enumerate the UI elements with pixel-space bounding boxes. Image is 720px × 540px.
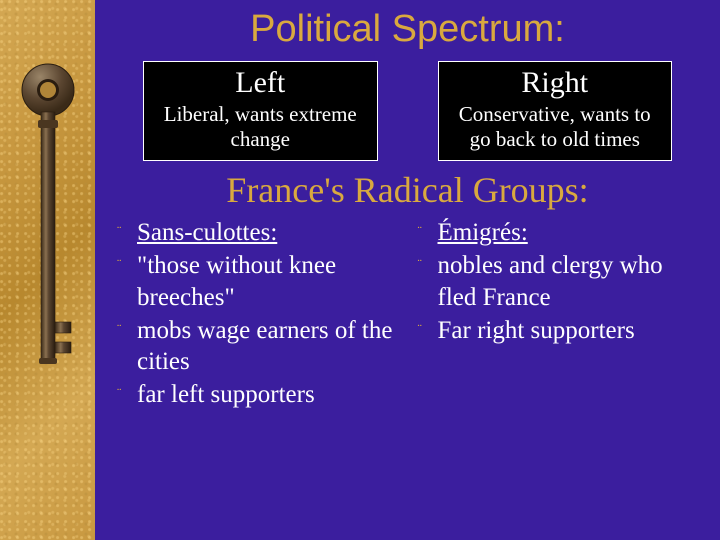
key-icon xyxy=(20,60,76,400)
bullet-glyph: ¨ xyxy=(117,315,137,337)
box-right-title: Right xyxy=(451,66,660,100)
bullet-glyph: ¨ xyxy=(117,379,137,401)
bullet-text: Émigrés: xyxy=(438,217,699,248)
bullet-glyph: ¨ xyxy=(418,217,438,239)
bullet-glyph: ¨ xyxy=(117,250,137,272)
bullet-text: Far right supporters xyxy=(438,315,699,346)
bullet-text: far left supporters xyxy=(137,379,398,410)
bullet-text: Sans-culottes: xyxy=(137,217,398,248)
column-left: ¨Sans-culottes:¨"those without knee bree… xyxy=(117,217,398,413)
slide-main: Political Spectrum: Left Liberal, wants … xyxy=(95,0,720,540)
slide-subtitle: France's Radical Groups: xyxy=(113,169,702,211)
box-right: Right Conservative, wants to go back to … xyxy=(438,61,673,161)
sidebar-texture xyxy=(0,0,95,540)
column-right: ¨Émigrés:¨nobles and clergy who fled Fra… xyxy=(418,217,699,413)
bullet-row: ¨"those without knee breeches" xyxy=(117,250,398,313)
bullet-glyph: ¨ xyxy=(418,250,438,272)
box-left-title: Left xyxy=(156,66,365,100)
bullet-row: ¨mobs wage earners of the cities xyxy=(117,315,398,378)
bullet-text: "those without knee breeches" xyxy=(137,250,398,313)
bullet-row: ¨Sans-culottes: xyxy=(117,217,398,248)
bullet-glyph: ¨ xyxy=(418,315,438,337)
spectrum-boxes: Left Liberal, wants extreme change Right… xyxy=(113,61,702,161)
bullet-row: ¨far left supporters xyxy=(117,379,398,410)
bullet-row: ¨Far right supporters xyxy=(418,315,699,346)
box-left: Left Liberal, wants extreme change xyxy=(143,61,378,161)
bullet-row: ¨Émigrés: xyxy=(418,217,699,248)
box-left-sub: Liberal, wants extreme change xyxy=(156,102,365,152)
bullet-text: mobs wage earners of the cities xyxy=(137,315,398,378)
bullet-columns: ¨Sans-culottes:¨"those without knee bree… xyxy=(113,217,702,413)
box-right-sub: Conservative, wants to go back to old ti… xyxy=(451,102,660,152)
bullet-row: ¨nobles and clergy who fled France xyxy=(418,250,699,313)
slide-title: Political Spectrum: xyxy=(113,8,702,51)
bullet-text: nobles and clergy who fled France xyxy=(438,250,699,313)
bullet-glyph: ¨ xyxy=(117,217,137,239)
